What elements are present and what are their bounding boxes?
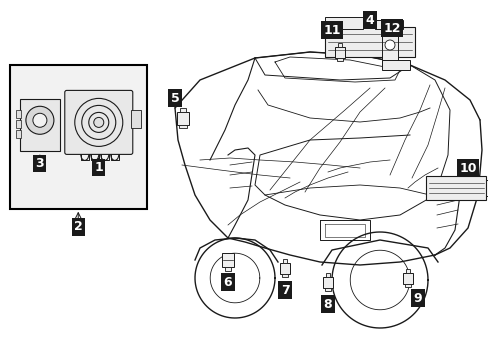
Text: 11: 11 <box>323 23 340 36</box>
Circle shape <box>26 106 54 134</box>
FancyBboxPatch shape <box>64 90 133 154</box>
Bar <box>222 253 234 267</box>
Text: 4: 4 <box>365 13 374 27</box>
Bar <box>10 65 146 209</box>
Bar <box>325 17 362 29</box>
Text: 2: 2 <box>74 220 82 233</box>
Bar <box>485 180 488 196</box>
Bar <box>180 108 185 112</box>
Bar <box>20 99 60 151</box>
Bar <box>324 288 331 291</box>
Text: 1: 1 <box>94 161 103 174</box>
Bar <box>281 274 288 277</box>
Text: 6: 6 <box>223 275 232 288</box>
Bar <box>402 273 412 284</box>
Text: 8: 8 <box>323 297 332 310</box>
Text: 9: 9 <box>413 292 422 305</box>
Bar <box>381 60 409 70</box>
Bar <box>334 46 344 58</box>
Bar <box>280 262 289 274</box>
Bar <box>282 259 286 263</box>
Circle shape <box>384 40 394 50</box>
Bar <box>16 130 21 138</box>
Bar <box>179 125 186 129</box>
Bar <box>325 27 414 57</box>
Bar <box>374 20 402 29</box>
Text: 10: 10 <box>458 162 476 175</box>
Bar <box>323 276 332 288</box>
Bar <box>425 176 485 200</box>
Bar <box>16 120 21 128</box>
Bar <box>404 284 410 287</box>
Bar <box>405 269 409 273</box>
Bar <box>224 267 230 271</box>
Bar <box>325 273 329 277</box>
Circle shape <box>33 113 47 127</box>
Bar <box>337 43 342 47</box>
Circle shape <box>94 117 103 127</box>
Text: 3: 3 <box>36 157 44 170</box>
Bar <box>381 30 397 65</box>
Bar <box>177 112 188 125</box>
Bar <box>16 110 21 118</box>
Bar <box>130 111 141 129</box>
Text: 7: 7 <box>280 284 289 297</box>
Text: 5: 5 <box>170 91 179 104</box>
Bar <box>336 58 343 61</box>
Text: 12: 12 <box>383 22 400 35</box>
